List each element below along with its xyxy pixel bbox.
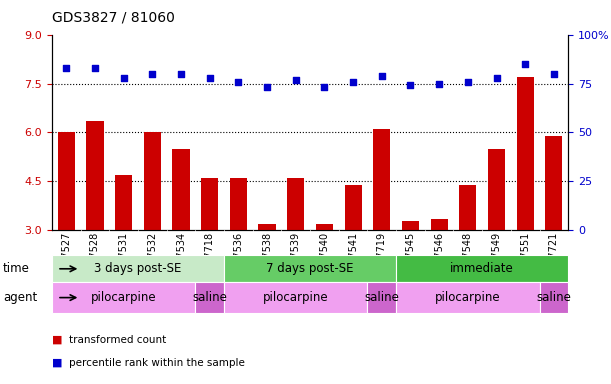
Text: GSM367538: GSM367538 (262, 232, 272, 291)
Text: saline: saline (192, 291, 227, 304)
Bar (144, 132, 161, 230)
Bar (540, 282, 568, 313)
Text: ■: ■ (52, 335, 66, 345)
Text: GSM367536: GSM367536 (233, 232, 243, 291)
Bar (367, 282, 396, 313)
Bar (287, 178, 304, 230)
Bar (345, 185, 362, 230)
Bar (201, 178, 218, 230)
Bar (258, 224, 276, 230)
Text: GSM367721: GSM367721 (549, 232, 559, 291)
Text: GDS3827 / 81060: GDS3827 / 81060 (52, 11, 175, 25)
Text: percentile rank within the sample: percentile rank within the sample (69, 358, 245, 368)
Text: 7 days post-SE: 7 days post-SE (266, 262, 354, 275)
Text: time: time (3, 262, 30, 275)
Bar (459, 185, 477, 230)
Bar (545, 136, 563, 230)
Text: saline: saline (364, 291, 399, 304)
Text: 3 days post-SE: 3 days post-SE (94, 262, 181, 275)
Text: GSM367546: GSM367546 (434, 232, 444, 291)
Bar (172, 149, 189, 230)
Text: GSM367539: GSM367539 (291, 232, 301, 291)
Point (320, 84, 329, 91)
Text: transformed count: transformed count (69, 335, 166, 345)
Point (233, 78, 243, 84)
Text: GSM367532: GSM367532 (147, 232, 157, 291)
Point (119, 74, 128, 81)
Bar (517, 77, 534, 230)
Text: GSM367551: GSM367551 (520, 232, 530, 291)
Text: GSM367527: GSM367527 (61, 232, 71, 291)
Text: GSM367534: GSM367534 (176, 232, 186, 291)
Point (205, 74, 214, 81)
Point (291, 76, 301, 83)
Point (147, 71, 157, 77)
Point (262, 84, 272, 91)
Point (406, 83, 415, 89)
Point (521, 61, 530, 67)
Bar (224, 282, 367, 313)
Text: GSM367541: GSM367541 (348, 232, 358, 291)
Bar (373, 129, 390, 230)
Text: GSM367719: GSM367719 (377, 232, 387, 291)
Bar (224, 255, 396, 282)
Bar (115, 175, 132, 230)
Text: GSM367718: GSM367718 (205, 232, 214, 291)
Bar (57, 132, 75, 230)
Text: immediate: immediate (450, 262, 514, 275)
Bar (402, 220, 419, 230)
Bar (396, 282, 540, 313)
Point (90, 65, 100, 71)
Point (492, 74, 502, 81)
Bar (86, 121, 104, 230)
Point (549, 71, 559, 77)
Bar (52, 255, 224, 282)
Bar (316, 224, 333, 230)
Bar (431, 219, 448, 230)
Point (463, 78, 473, 84)
Text: saline: saline (536, 291, 571, 304)
Text: GSM367545: GSM367545 (406, 232, 415, 291)
Bar (196, 282, 224, 313)
Point (434, 81, 444, 87)
Bar (488, 149, 505, 230)
Point (348, 78, 358, 84)
Bar (396, 255, 568, 282)
Text: GSM367531: GSM367531 (119, 232, 129, 291)
Point (377, 73, 387, 79)
Text: GSM367540: GSM367540 (320, 232, 329, 291)
Text: GSM367548: GSM367548 (463, 232, 473, 291)
Text: agent: agent (3, 291, 37, 304)
Text: ■: ■ (52, 358, 66, 368)
Text: pilocarpine: pilocarpine (435, 291, 500, 304)
Text: pilocarpine: pilocarpine (91, 291, 156, 304)
Text: GSM367549: GSM367549 (491, 232, 502, 291)
Point (61, 65, 71, 71)
Bar (52, 282, 196, 313)
Point (176, 71, 186, 77)
Text: pilocarpine: pilocarpine (263, 291, 329, 304)
Bar (230, 178, 247, 230)
Text: GSM367528: GSM367528 (90, 232, 100, 291)
